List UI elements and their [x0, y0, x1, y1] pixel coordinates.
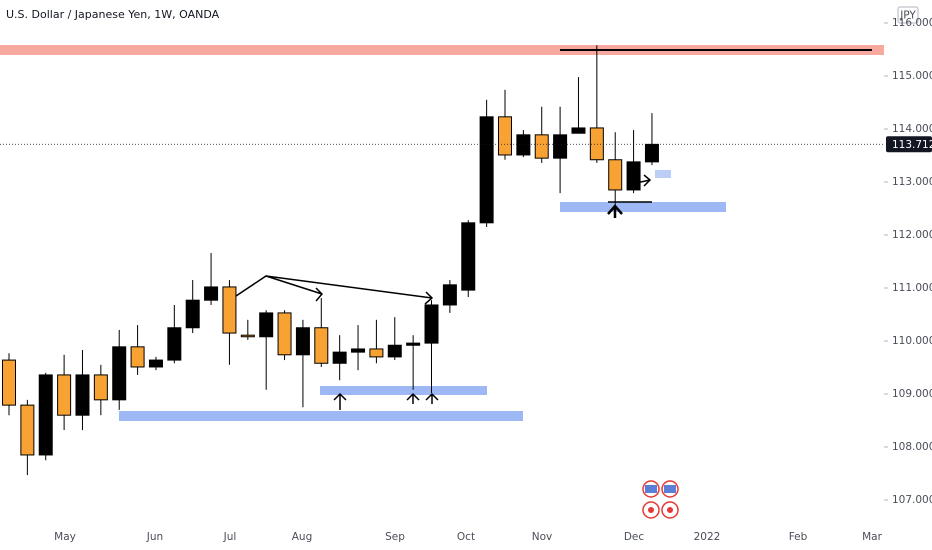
candle-body: [479, 116, 494, 224]
x-tick-label: May: [54, 531, 76, 543]
candle-body: [626, 161, 641, 191]
candle-body: [553, 134, 568, 159]
x-tick-label: Oct: [457, 531, 475, 543]
candle-body: [314, 327, 329, 364]
candle-body: [167, 327, 182, 361]
candle-body: [259, 312, 274, 338]
candle-body: [497, 116, 512, 156]
resistance-zone: [0, 45, 884, 55]
candle-body: [406, 342, 421, 346]
candle-body: [387, 344, 402, 358]
candle-body: [571, 127, 586, 134]
x-tick-label: Feb: [789, 531, 808, 543]
x-tick-label: Sep: [385, 531, 405, 543]
y-tick-label: 113.000: [892, 176, 932, 188]
chart-title: U.S. Dollar / Japanese Yen, 1W, OANDA: [6, 8, 220, 21]
y-tick-label: 110.000: [892, 335, 932, 347]
candle-body: [351, 348, 366, 353]
candle-body: [112, 346, 127, 401]
candle-body: [442, 284, 457, 306]
support-zone: [119, 411, 523, 421]
candle-body: [534, 134, 549, 159]
candle-body: [277, 312, 292, 356]
event-icons: [642, 480, 679, 519]
x-tick-label: Aug: [292, 531, 313, 543]
candle-body: [589, 127, 604, 161]
x-tick-label: Mar: [862, 531, 882, 543]
currency-badge[interactable]: [897, 6, 919, 24]
candle-body: [332, 351, 347, 364]
x-tick-label: 2022: [694, 531, 721, 543]
candle-body: [204, 286, 219, 301]
candle-body: [185, 299, 200, 329]
last-price-box: [886, 136, 932, 153]
candle-body: [461, 222, 476, 291]
candle-body: [369, 348, 384, 358]
candle-body: [516, 134, 531, 156]
candle-body: [130, 346, 145, 368]
candle-body: [644, 143, 659, 163]
support-zone: [655, 170, 671, 178]
x-tick-label: Jul: [223, 531, 237, 543]
last-price-label: 113.712: [892, 139, 932, 151]
candle-body: [295, 327, 310, 356]
y-tick-label: 112.000: [892, 229, 932, 241]
candle-body: [424, 304, 439, 344]
y-tick-label: 108.000: [892, 441, 932, 453]
candle-body: [608, 159, 623, 191]
arrow: [406, 392, 420, 404]
candle-body: [38, 374, 53, 456]
x-tick-label: Nov: [532, 531, 553, 543]
arrow: [333, 392, 347, 410]
y-tick-label: 116.000: [892, 17, 932, 29]
y-tick-label: 107.000: [892, 494, 932, 506]
x-tick-label: Dec: [624, 531, 645, 543]
candle-body: [75, 374, 90, 416]
support-zone: [320, 386, 487, 395]
y-tick-label: 115.000: [892, 70, 932, 82]
candle-body: [57, 374, 72, 416]
y-tick-label: 111.000: [892, 282, 932, 294]
candle-body: [93, 374, 108, 401]
candle-body: [20, 404, 35, 456]
y-tick-label: 114.000: [892, 123, 932, 135]
candle-body: [2, 359, 16, 406]
arrow: [265, 275, 434, 305]
arrow: [425, 392, 439, 404]
support-zone: [560, 202, 726, 212]
candle-body: [240, 334, 255, 338]
candle-body: [148, 359, 163, 368]
y-tick-label: 109.000: [892, 388, 932, 400]
candle-body: [222, 286, 237, 334]
x-tick-label: Jun: [146, 531, 163, 543]
currency-label: JPY: [899, 10, 916, 22]
